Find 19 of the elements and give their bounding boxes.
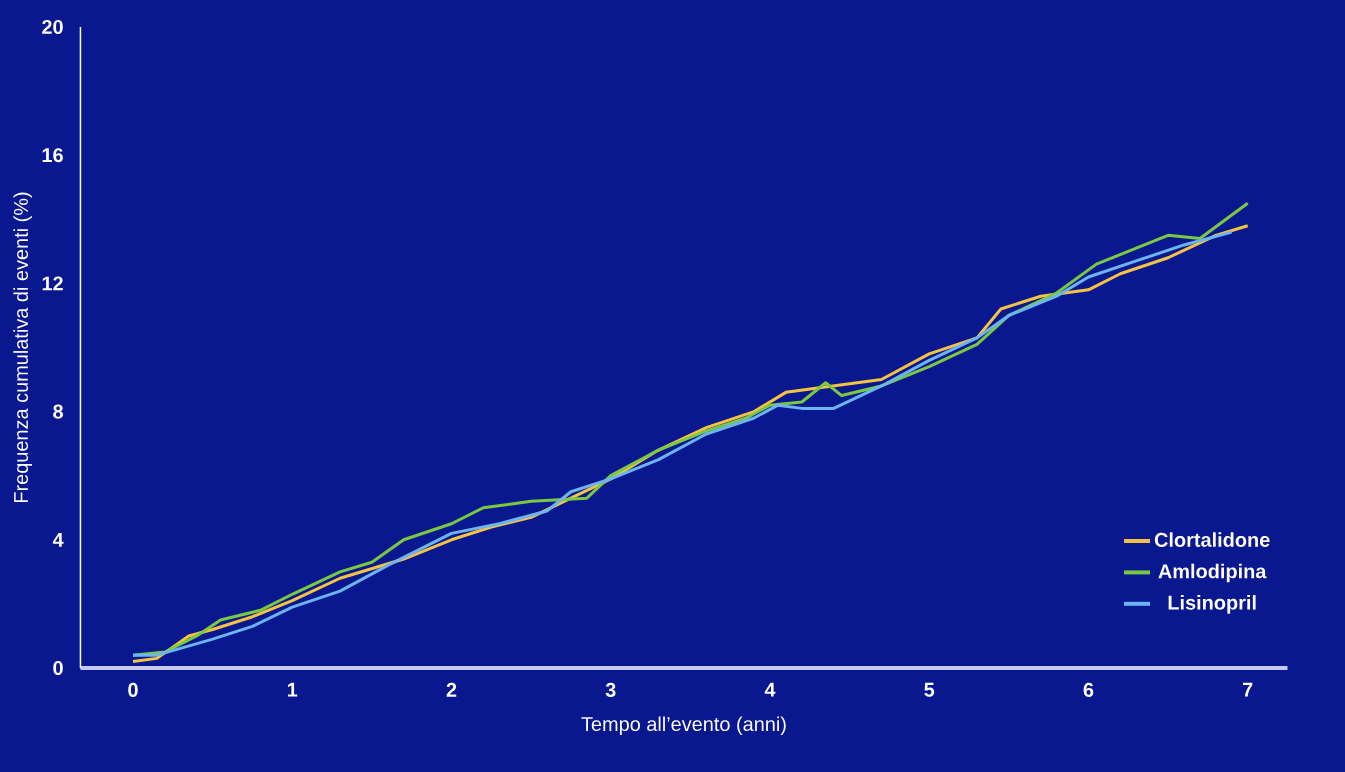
x-tick-label: 6 xyxy=(1083,682,1094,697)
x-axis-title: Tempo all’evento (anni) xyxy=(581,716,786,736)
x-tick-label: 1 xyxy=(287,682,298,697)
y-axis-title: Frequenza cumulativa di eventi (%) xyxy=(13,192,32,503)
y-tick-label: 4 xyxy=(52,532,64,547)
x-tick-label: 5 xyxy=(924,682,935,697)
legend-label: Amlodipina xyxy=(1158,563,1267,583)
y-tick-label: 12 xyxy=(42,276,63,291)
y-tick-label: 20 xyxy=(42,19,63,35)
x-tick-label: 4 xyxy=(764,682,776,697)
y-tick-label: 16 xyxy=(42,148,63,163)
x-tick-label: 2 xyxy=(446,682,457,697)
legend-label: Lisinopril xyxy=(1168,595,1256,614)
legend-label: Clortalidone xyxy=(1154,532,1270,547)
x-tick-label: 7 xyxy=(1243,682,1253,697)
y-tick-label: 0 xyxy=(53,660,63,676)
x-tick-label: 3 xyxy=(605,682,616,697)
y-tick-label: 8 xyxy=(53,404,63,419)
x-tick-label: 0 xyxy=(128,682,138,697)
